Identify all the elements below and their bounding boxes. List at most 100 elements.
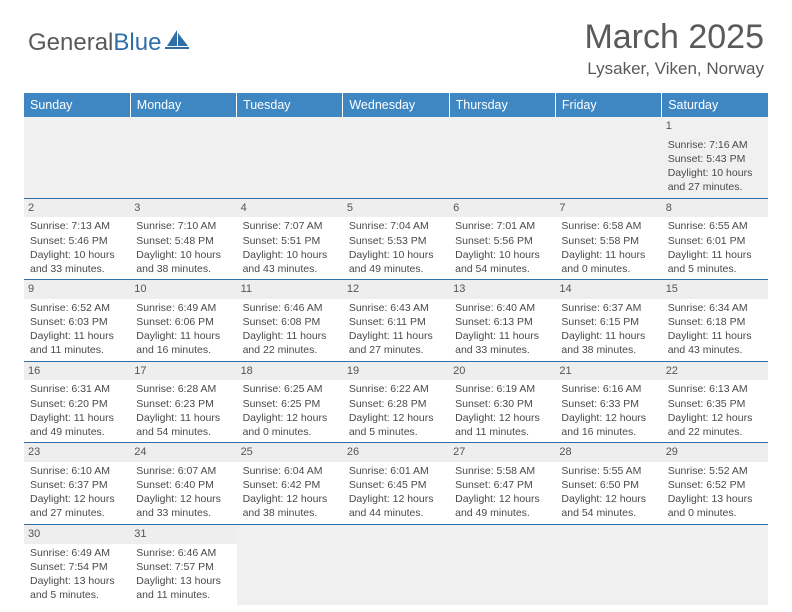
sunrise-text: Sunrise: 7:01 AM (455, 219, 549, 233)
day-number: 6 (449, 199, 555, 218)
sunset-text: Sunset: 6:33 PM (561, 397, 655, 411)
location-subtitle: Lysaker, Viken, Norway (584, 59, 764, 79)
sunrise-text: Sunrise: 6:22 AM (349, 382, 443, 396)
calendar-day-cell: 15Sunrise: 6:34 AMSunset: 6:18 PMDayligh… (662, 280, 768, 362)
sunset-text: Sunset: 6:50 PM (561, 478, 655, 492)
sunrise-text: Sunrise: 6:43 AM (349, 301, 443, 315)
sunset-text: Sunset: 6:01 PM (668, 234, 762, 248)
calendar-day-cell: 3Sunrise: 7:10 AMSunset: 5:48 PMDaylight… (130, 198, 236, 280)
daylight-text: Daylight: 12 hours and 27 minutes. (30, 492, 124, 520)
calendar-day-cell: 22Sunrise: 6:13 AMSunset: 6:35 PMDayligh… (662, 361, 768, 443)
daylight-text: Daylight: 11 hours and 11 minutes. (30, 329, 124, 357)
sunrise-text: Sunrise: 5:55 AM (561, 464, 655, 478)
day-number: 9 (24, 280, 130, 299)
calendar-week-row: 1Sunrise: 7:16 AMSunset: 5:43 PMDaylight… (24, 117, 768, 198)
day-number: 21 (555, 362, 661, 381)
daylight-text: Daylight: 12 hours and 16 minutes. (561, 411, 655, 439)
calendar-day-cell: 31Sunrise: 6:46 AMSunset: 7:57 PMDayligh… (130, 524, 236, 605)
calendar-day-cell: 10Sunrise: 6:49 AMSunset: 6:06 PMDayligh… (130, 280, 236, 362)
calendar-day-cell: 14Sunrise: 6:37 AMSunset: 6:15 PMDayligh… (555, 280, 661, 362)
daylight-text: Daylight: 10 hours and 54 minutes. (455, 248, 549, 276)
calendar-day-cell: 2Sunrise: 7:13 AMSunset: 5:46 PMDaylight… (24, 198, 130, 280)
daylight-text: Daylight: 12 hours and 5 minutes. (349, 411, 443, 439)
weekday-header: Sunday (24, 93, 130, 117)
logo: GeneralBlue (28, 28, 190, 57)
calendar-day-cell: 11Sunrise: 6:46 AMSunset: 6:08 PMDayligh… (237, 280, 343, 362)
daylight-text: Daylight: 11 hours and 16 minutes. (136, 329, 230, 357)
day-number: 20 (449, 362, 555, 381)
day-number: 3 (130, 199, 236, 218)
calendar-body: 1Sunrise: 7:16 AMSunset: 5:43 PMDaylight… (24, 117, 768, 605)
day-number: 22 (662, 362, 768, 381)
day-number: 7 (555, 199, 661, 218)
calendar-day-cell: 4Sunrise: 7:07 AMSunset: 5:51 PMDaylight… (237, 198, 343, 280)
day-number: 11 (237, 280, 343, 299)
calendar-day-cell (555, 117, 661, 198)
sunset-text: Sunset: 6:30 PM (455, 397, 549, 411)
calendar-day-cell (662, 524, 768, 605)
day-number: 16 (24, 362, 130, 381)
daylight-text: Daylight: 11 hours and 5 minutes. (668, 248, 762, 276)
daylight-text: Daylight: 12 hours and 22 minutes. (668, 411, 762, 439)
calendar-day-cell: 18Sunrise: 6:25 AMSunset: 6:25 PMDayligh… (237, 361, 343, 443)
day-number: 12 (343, 280, 449, 299)
day-number: 5 (343, 199, 449, 218)
day-number: 19 (343, 362, 449, 381)
day-number: 18 (237, 362, 343, 381)
sunrise-text: Sunrise: 6:04 AM (243, 464, 337, 478)
sunrise-text: Sunrise: 6:46 AM (136, 546, 230, 560)
day-number: 10 (130, 280, 236, 299)
calendar-day-cell (343, 117, 449, 198)
day-number: 17 (130, 362, 236, 381)
calendar-day-cell: 13Sunrise: 6:40 AMSunset: 6:13 PMDayligh… (449, 280, 555, 362)
sunrise-text: Sunrise: 6:46 AM (243, 301, 337, 315)
sunrise-text: Sunrise: 6:25 AM (243, 382, 337, 396)
calendar-day-cell: 25Sunrise: 6:04 AMSunset: 6:42 PMDayligh… (237, 443, 343, 525)
daylight-text: Daylight: 10 hours and 33 minutes. (30, 248, 124, 276)
calendar-day-cell: 24Sunrise: 6:07 AMSunset: 6:40 PMDayligh… (130, 443, 236, 525)
sunrise-text: Sunrise: 6:34 AM (668, 301, 762, 315)
sunrise-text: Sunrise: 6:49 AM (30, 546, 124, 560)
day-number: 28 (555, 443, 661, 462)
calendar-day-cell: 1Sunrise: 7:16 AMSunset: 5:43 PMDaylight… (662, 117, 768, 198)
daylight-text: Daylight: 12 hours and 38 minutes. (243, 492, 337, 520)
sunrise-text: Sunrise: 6:31 AM (30, 382, 124, 396)
sunset-text: Sunset: 6:42 PM (243, 478, 337, 492)
calendar-week-row: 16Sunrise: 6:31 AMSunset: 6:20 PMDayligh… (24, 361, 768, 443)
daylight-text: Daylight: 12 hours and 33 minutes. (136, 492, 230, 520)
weekday-header: Friday (555, 93, 661, 117)
sunset-text: Sunset: 7:57 PM (136, 560, 230, 574)
logo-text-general: General (28, 29, 113, 57)
sunrise-text: Sunrise: 6:49 AM (136, 301, 230, 315)
calendar-day-cell: 8Sunrise: 6:55 AMSunset: 6:01 PMDaylight… (662, 198, 768, 280)
sunrise-text: Sunrise: 5:52 AM (668, 464, 762, 478)
calendar-day-cell: 12Sunrise: 6:43 AMSunset: 6:11 PMDayligh… (343, 280, 449, 362)
daylight-text: Daylight: 10 hours and 43 minutes. (243, 248, 337, 276)
calendar-day-cell (343, 524, 449, 605)
sunset-text: Sunset: 5:58 PM (561, 234, 655, 248)
weekday-header: Monday (130, 93, 236, 117)
daylight-text: Daylight: 11 hours and 54 minutes. (136, 411, 230, 439)
day-number: 14 (555, 280, 661, 299)
calendar-day-cell (449, 117, 555, 198)
sunrise-text: Sunrise: 6:58 AM (561, 219, 655, 233)
sunset-text: Sunset: 5:48 PM (136, 234, 230, 248)
daylight-text: Daylight: 13 hours and 11 minutes. (136, 574, 230, 602)
sunset-text: Sunset: 6:35 PM (668, 397, 762, 411)
weekday-header: Wednesday (343, 93, 449, 117)
calendar-day-cell: 27Sunrise: 5:58 AMSunset: 6:47 PMDayligh… (449, 443, 555, 525)
day-number: 26 (343, 443, 449, 462)
calendar-day-cell: 21Sunrise: 6:16 AMSunset: 6:33 PMDayligh… (555, 361, 661, 443)
page-header: GeneralBlue March 2025 Lysaker, Viken, N… (0, 0, 792, 87)
daylight-text: Daylight: 11 hours and 0 minutes. (561, 248, 655, 276)
sunrise-text: Sunrise: 6:19 AM (455, 382, 549, 396)
sunset-text: Sunset: 5:43 PM (668, 152, 762, 166)
calendar-week-row: 9Sunrise: 6:52 AMSunset: 6:03 PMDaylight… (24, 280, 768, 362)
day-number: 15 (662, 280, 768, 299)
calendar-day-cell: 17Sunrise: 6:28 AMSunset: 6:23 PMDayligh… (130, 361, 236, 443)
sunset-text: Sunset: 6:45 PM (349, 478, 443, 492)
daylight-text: Daylight: 12 hours and 11 minutes. (455, 411, 549, 439)
day-number: 24 (130, 443, 236, 462)
daylight-text: Daylight: 11 hours and 33 minutes. (455, 329, 549, 357)
daylight-text: Daylight: 11 hours and 38 minutes. (561, 329, 655, 357)
